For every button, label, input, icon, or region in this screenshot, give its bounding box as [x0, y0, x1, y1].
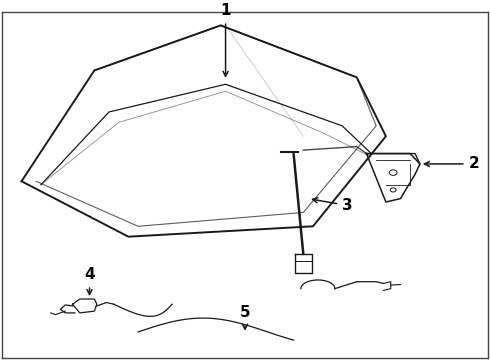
- Text: 2: 2: [424, 157, 479, 171]
- Text: 5: 5: [240, 305, 250, 329]
- Text: 3: 3: [313, 198, 353, 213]
- Text: 4: 4: [84, 267, 95, 294]
- Text: 1: 1: [220, 4, 231, 76]
